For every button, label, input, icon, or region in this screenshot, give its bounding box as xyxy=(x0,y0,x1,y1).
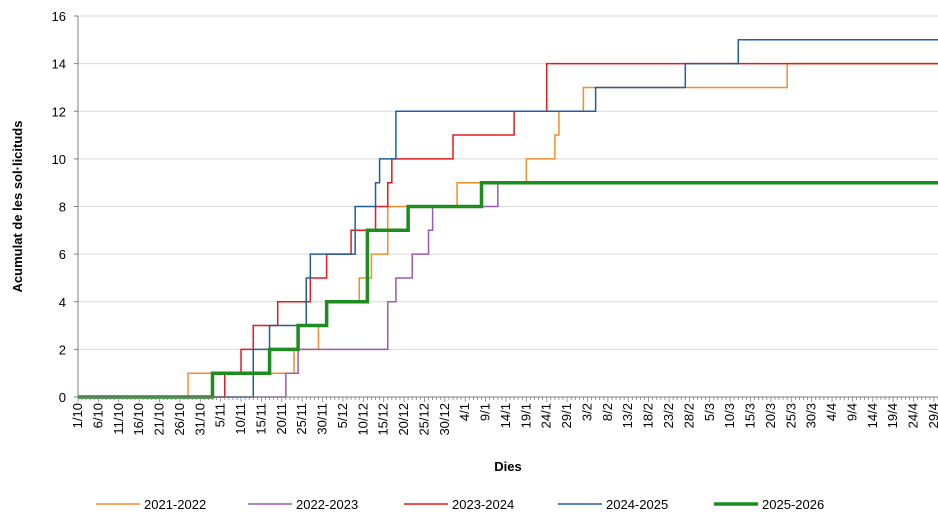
y-tick-label-16: 16 xyxy=(52,9,66,24)
x-tick-label: 10/11 xyxy=(233,403,248,435)
x-tick-label: 30/11 xyxy=(315,403,330,435)
x-tick-label: 1/10 xyxy=(70,403,85,428)
series-line-2024-2025 xyxy=(78,39,938,398)
series-lines xyxy=(78,39,938,399)
x-tick-label: 31/10 xyxy=(192,403,207,436)
x-tick-label: 4/1 xyxy=(457,403,472,421)
x-tick-label: 20/12 xyxy=(396,403,411,436)
x-tick-label: 20/3 xyxy=(763,403,778,428)
y-tick-label-6: 6 xyxy=(59,247,66,262)
x-tick-label: 30/12 xyxy=(437,403,452,436)
y-tick-label-14: 14 xyxy=(52,57,66,72)
x-tick-label: 11/10 xyxy=(111,403,126,435)
x-tick-label: 16/10 xyxy=(131,403,146,436)
x-tick-label: 20/11 xyxy=(274,403,289,435)
x-tick-label: 25/12 xyxy=(416,403,431,436)
x-tick-label: 21/10 xyxy=(152,403,167,436)
series-line-2021-2022 xyxy=(78,62,938,398)
x-tick-label: 30/3 xyxy=(804,403,819,428)
y-axis-title: Acumulat de les sol·licituds xyxy=(10,121,25,293)
x-tick-label: 19/4 xyxy=(885,403,900,428)
series-line-2022-2023 xyxy=(78,181,938,398)
y-tick-label-0: 0 xyxy=(59,390,66,405)
x-tick-label: 9/1 xyxy=(478,403,493,421)
x-tick-label: 19/1 xyxy=(518,403,533,428)
x-tick-label: 28/2 xyxy=(681,403,696,428)
y-tick-label-4: 4 xyxy=(59,295,66,310)
x-tick-label: 25/3 xyxy=(783,403,798,428)
x-axis-title: Dies xyxy=(494,459,521,474)
x-tick-label: 5/12 xyxy=(335,403,350,428)
x-tick-label: 4/4 xyxy=(824,403,839,421)
x-tick-label: 9/4 xyxy=(844,403,859,421)
x-tick-label: 29/4 xyxy=(926,403,938,428)
legend-label-2022-2023: 2022-2023 xyxy=(296,497,358,512)
x-tick-label: 5/3 xyxy=(702,403,717,421)
x-tick-label: 15/11 xyxy=(253,403,268,435)
legend: 2021-2022 2022-2023 2023-2024 2024-2025 2025… xyxy=(96,497,824,512)
x-tick-labels: 1/10 6/10 11/10 16/10 21/10 26/10 31/10 5/11 10/… xyxy=(70,403,938,436)
x-tick-label: 10/12 xyxy=(355,403,370,436)
legend-label-2024-2025: 2024-2025 xyxy=(606,497,668,512)
x-tick-label: 23/2 xyxy=(661,403,676,428)
y-tick-label-8: 8 xyxy=(59,200,66,215)
x-tick-label: 3/2 xyxy=(579,403,594,421)
x-tick-label: 24/1 xyxy=(539,403,554,428)
y-tick-label-10: 10 xyxy=(52,152,66,167)
x-tick-label: 14/4 xyxy=(865,403,880,428)
x-tick-label: 18/2 xyxy=(641,403,656,428)
y-tick-label-2: 2 xyxy=(59,342,66,357)
x-tick-label: 13/2 xyxy=(620,403,635,428)
series-line-2023-2024 xyxy=(78,62,938,398)
series-line-2025-2026 xyxy=(78,180,938,399)
x-tick-label: 6/10 xyxy=(90,403,105,428)
x-tick-label: 5/11 xyxy=(213,403,228,427)
legend-label-2021-2022: 2021-2022 xyxy=(144,497,206,512)
x-tick-label: 29/1 xyxy=(559,403,574,428)
y-tick-label-12: 12 xyxy=(52,104,66,119)
legend-label-2023-2024: 2023-2024 xyxy=(452,497,514,512)
y-tick-labels: 0 2 4 6 8 10 12 14 16 xyxy=(52,9,66,405)
x-tick-label: 15/12 xyxy=(376,403,391,436)
x-tick-label: 8/2 xyxy=(600,403,615,421)
x-tick-label: 10/3 xyxy=(722,403,737,428)
x-tick-label: 25/11 xyxy=(294,403,309,435)
legend-label-2025-2026: 2025-2026 xyxy=(762,497,824,512)
axes xyxy=(74,15,938,402)
x-tick-label: 24/4 xyxy=(906,403,921,428)
x-tick-label: 14/1 xyxy=(498,403,513,428)
x-tick-label: 15/3 xyxy=(743,403,758,428)
x-tick-label: 26/10 xyxy=(172,403,187,436)
